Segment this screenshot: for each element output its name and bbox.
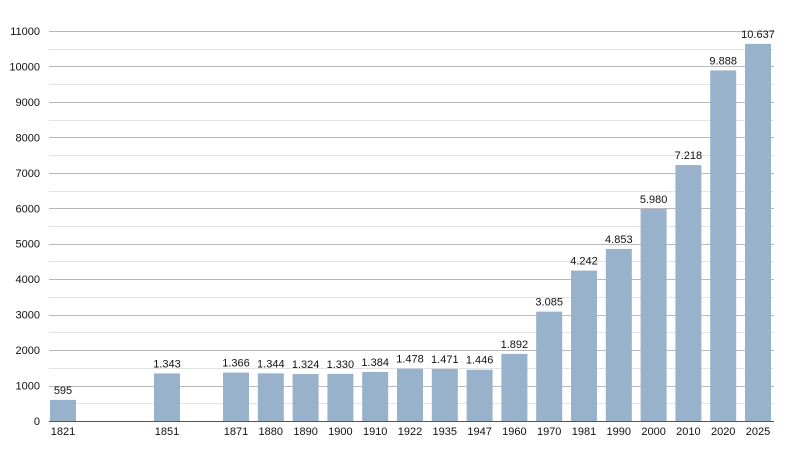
y-tick-label: 9000 [16,97,40,109]
bar [605,248,632,421]
bar [362,371,389,421]
y-tick-label: 3000 [16,310,40,322]
bar [431,368,458,421]
bar [292,374,319,421]
x-tick-label: 1970 [537,426,561,438]
data-labels: 595 1.343 1.366 1.344 1.324 1.330 1.384 1.478 1.… [54,29,775,397]
bar-value-label: 1.330 [327,359,355,371]
x-tick-label: 2000 [641,426,665,438]
y-tick-label: 6000 [16,203,40,215]
bar-value-label: 4.853 [605,234,633,246]
x-axis-ticks: 1821 1851 1871 1880 1890 1900 1910 1922 1935 1947… [51,426,770,438]
bar-value-label: 1.366 [222,358,250,370]
bar-value-label: 1.384 [361,357,389,369]
bar-value-label: 1.344 [257,358,285,370]
x-tick-label: 1947 [467,426,491,438]
bar-value-label: 7.218 [675,150,703,162]
bar-value-label: 595 [54,385,72,397]
x-tick-label: 2020 [711,426,735,438]
y-tick-label: 10000 [9,61,40,73]
bar-value-label: 1.478 [396,354,424,366]
bar [397,368,423,421]
bar-value-label: 1.343 [153,358,181,370]
y-axis-ticks: 0 1000 2000 3000 4000 5000 6000 7000 8000 9000 100… [9,26,40,428]
bar-value-label: 4.242 [570,256,598,268]
y-tick-label: 4000 [16,274,40,286]
bar [745,43,771,422]
x-tick-label: 1990 [607,426,631,438]
x-tick-label: 1871 [224,426,248,438]
bar [50,399,76,421]
x-tick-label: 1981 [572,426,596,438]
bar [710,70,737,422]
bar [536,311,563,421]
x-tick-label: 1851 [155,426,179,438]
bar [640,208,667,421]
bar [154,373,180,421]
x-tick-label: 1935 [433,426,457,438]
bar [501,353,528,421]
y-tick-label: 2000 [16,345,40,357]
bar-value-label: 9.888 [709,55,737,67]
x-tick-label: 1910 [363,426,387,438]
x-tick-label: 1900 [328,426,352,438]
x-tick-label: 1890 [293,426,317,438]
x-tick-label: 2025 [746,426,770,438]
x-tick-label: 1922 [398,426,422,438]
y-tick-label: 5000 [16,239,40,251]
bar [257,373,284,421]
bar [327,373,354,421]
bar-value-label: 1.892 [501,339,529,351]
bar-value-label: 1.471 [431,354,459,366]
bar [571,270,597,421]
x-tick-label: 1960 [502,426,526,438]
y-tick-label: 1000 [16,381,40,393]
bars [50,43,771,422]
bar-value-label: 10.637 [741,29,775,41]
y-tick-label: 11000 [10,26,40,38]
bar [223,372,249,421]
y-tick-label: 7000 [16,168,40,180]
bar [675,165,702,421]
bar-value-label: 3.085 [535,297,563,309]
bar [466,369,493,421]
bar-value-label: 1.446 [466,355,494,367]
x-tick-label: 1821 [51,426,75,438]
bar-value-label: 5.980 [640,194,668,206]
gridlines [49,31,774,422]
x-tick-label: 1880 [259,426,283,438]
bar-value-label: 1.324 [292,359,320,371]
y-tick-label: 8000 [16,132,40,144]
x-tick-label: 2010 [676,426,700,438]
y-tick-label: 0 [34,416,40,428]
